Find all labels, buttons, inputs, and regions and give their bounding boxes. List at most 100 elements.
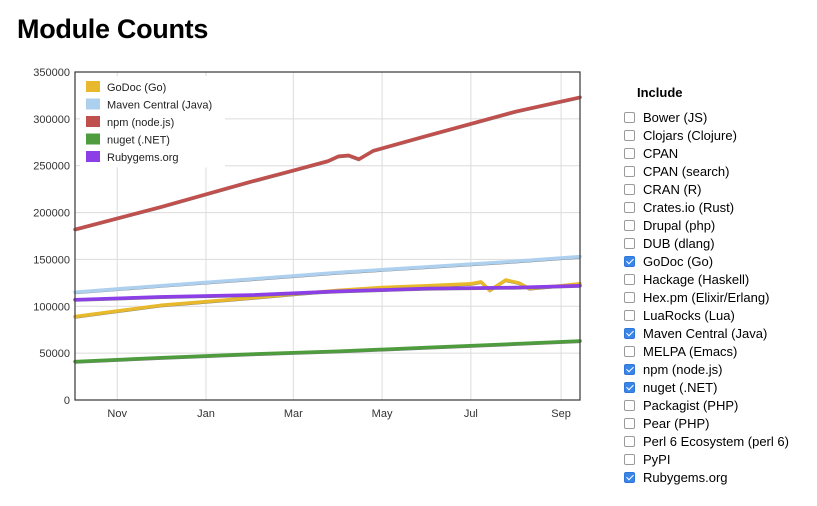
series-line-nuget-net (73, 339, 582, 364)
include-option-rubygems-org[interactable]: Rubygems.org (624, 468, 814, 486)
include-option-label: Clojars (Clojure) (643, 127, 737, 143)
plot-frame (74, 71, 581, 401)
checkbox-godoc-go[interactable] (624, 255, 635, 267)
include-option-label: Drupal (php) (643, 217, 716, 233)
checkbox-maven-central-java[interactable] (624, 327, 635, 339)
include-option-label: MELPA (Emacs) (643, 343, 738, 359)
include-option-label: CRAN (R) (643, 181, 702, 197)
checkbox-rubygems-org[interactable] (624, 471, 635, 483)
checkbox-cpan-search[interactable] (624, 165, 635, 177)
y-tick-label: 300000 (33, 114, 70, 126)
legend-entry-nuget-net[interactable]: nuget (.NET) (107, 135, 170, 147)
include-option-pear-php[interactable]: Pear (PHP) (624, 414, 814, 432)
x-tick-label: Sep (551, 408, 571, 420)
series-line-npm-node-js (73, 95, 582, 232)
include-option-label: Packagist (PHP) (643, 397, 739, 413)
include-option-nuget-net[interactable]: nuget (.NET) (624, 378, 814, 396)
checkbox-clojars-clojure[interactable] (624, 129, 635, 141)
x-tick-label: Jul (464, 408, 478, 420)
include-option-packagist-php[interactable]: Packagist (PHP) (624, 396, 814, 414)
include-option-npm-node-js[interactable]: npm (node.js) (624, 360, 814, 378)
include-option-luarocks-lua[interactable]: LuaRocks (Lua) (624, 306, 814, 324)
include-option-hackage-haskell[interactable]: Hackage (Haskell) (624, 270, 814, 288)
include-option-clojars-clojure[interactable]: Clojars (Clojure) (624, 126, 814, 144)
series-line-godoc-go (73, 278, 582, 319)
include-title: Include (637, 85, 683, 100)
page-title: Module Counts (17, 14, 209, 44)
line-chart: 0 50000 100000 150000 200000 250000 300000 3500… (33, 67, 582, 420)
include-option-godoc-go[interactable]: GoDoc (Go) (624, 252, 814, 270)
checkbox-cran-r[interactable] (624, 183, 635, 195)
legend-swatch-rubygems-org (86, 151, 100, 162)
checkbox-packagist-php[interactable] (624, 399, 635, 411)
include-option-perl-6-ecosystem-perl-6[interactable]: Perl 6 Ecosystem (perl 6) (624, 432, 814, 450)
include-option-label: nuget (.NET) (643, 379, 718, 395)
include-option-label: Maven Central (Java) (643, 325, 768, 341)
checkbox-crates-io-rust[interactable] (624, 201, 635, 213)
legend-entry-godoc-go[interactable]: GoDoc (Go) (107, 82, 166, 94)
y-tick-label: 100000 (33, 301, 70, 313)
legend-swatch-maven-central-java (86, 98, 100, 110)
x-tick-label: May (372, 408, 393, 420)
legend-entry-maven-central-java[interactable]: Maven Central (Java) (107, 100, 212, 112)
x-axis-ticks: Nov Jan Mar May Jul Sep (107, 408, 570, 420)
include-option-label: npm (node.js) (643, 361, 723, 377)
checkbox-cpan[interactable] (624, 147, 635, 159)
include-option-melpa-emacs[interactable]: MELPA (Emacs) (624, 342, 814, 360)
series-lines (73, 95, 582, 364)
checkbox-melpa-emacs[interactable] (624, 345, 635, 357)
checkbox-bower-js[interactable] (624, 111, 635, 123)
y-tick-label: 150000 (33, 254, 70, 266)
include-list: Bower (JS) Clojars (Clojure) CPAN CPAN (sea… (624, 108, 814, 486)
include-option-label: GoDoc (Go) (643, 253, 714, 269)
x-tick-label: Nov (107, 408, 127, 420)
series-line-rubygems-org (73, 283, 582, 302)
checkbox-luarocks-lua[interactable] (624, 309, 635, 321)
chart-legend[interactable]: GoDoc (Go) Maven Central (Java) npm (node.… (80, 76, 225, 168)
include-option-cpan-search[interactable]: CPAN (search) (624, 162, 814, 180)
include-option-label: LuaRocks (Lua) (643, 307, 735, 323)
include-option-label: Hackage (Haskell) (643, 271, 750, 287)
y-tick-label: 350000 (33, 67, 70, 79)
legend-swatch-godoc-go (86, 81, 100, 92)
include-option-dub-dlang[interactable]: DUB (dlang) (624, 234, 814, 252)
include-option-hex-pm-elixir-erlang[interactable]: Hex.pm (Elixir/Erlang) (624, 288, 814, 306)
checkbox-npm-node-js[interactable] (624, 363, 635, 375)
include-option-cpan[interactable]: CPAN (624, 144, 814, 162)
y-tick-label: 50000 (39, 348, 70, 360)
include-option-label: Rubygems.org (643, 469, 728, 485)
y-tick-label: 250000 (33, 161, 70, 173)
include-panel: Include Bower (JS) Clojars (Clojure) CPAN C… (624, 85, 814, 486)
include-option-bower-js[interactable]: Bower (JS) (624, 108, 814, 126)
include-option-label: PyPI (643, 451, 671, 467)
checkbox-pypi[interactable] (624, 453, 635, 465)
include-option-cran-r[interactable]: CRAN (R) (624, 180, 814, 198)
x-tick-label: Mar (284, 408, 303, 420)
include-option-label: Crates.io (Rust) (643, 199, 735, 215)
checkbox-pear-php[interactable] (624, 417, 635, 429)
include-option-pypi[interactable]: PyPI (624, 450, 814, 468)
legend-entry-rubygems-org[interactable]: Rubygems.org (107, 152, 179, 164)
checkbox-dub-dlang[interactable] (624, 237, 635, 249)
y-tick-label: 0 (64, 395, 70, 407)
include-option-label: CPAN (search) (643, 163, 730, 179)
y-tick-label: 200000 (33, 208, 70, 220)
legend-swatch-npm-node-js (86, 116, 100, 127)
legend-entry-npm-node-js[interactable]: npm (node.js) (107, 117, 174, 129)
include-option-label: Pear (PHP) (643, 415, 710, 431)
checkbox-nuget-net[interactable] (624, 381, 635, 393)
checkbox-perl-6-ecosystem-perl-6[interactable] (624, 435, 635, 447)
checkbox-hex-pm-elixir-erlang[interactable] (624, 291, 635, 303)
y-axis-ticks: 0 50000 100000 150000 200000 250000 300000 3500… (33, 67, 70, 407)
checkbox-drupal-php[interactable] (624, 219, 635, 231)
include-option-label: DUB (dlang) (643, 235, 715, 251)
include-option-crates-io-rust[interactable]: Crates.io (Rust) (624, 198, 814, 216)
include-option-label: Perl 6 Ecosystem (perl 6) (643, 433, 789, 449)
checkbox-hackage-haskell[interactable] (624, 273, 635, 285)
include-option-drupal-php[interactable]: Drupal (php) (624, 216, 814, 234)
x-tick-label: Jan (197, 408, 215, 420)
include-option-label: CPAN (643, 145, 679, 161)
include-option-maven-central-java[interactable]: Maven Central (Java) (624, 324, 814, 342)
legend-background (80, 76, 225, 168)
include-option-label: Hex.pm (Elixir/Erlang) (643, 289, 770, 305)
